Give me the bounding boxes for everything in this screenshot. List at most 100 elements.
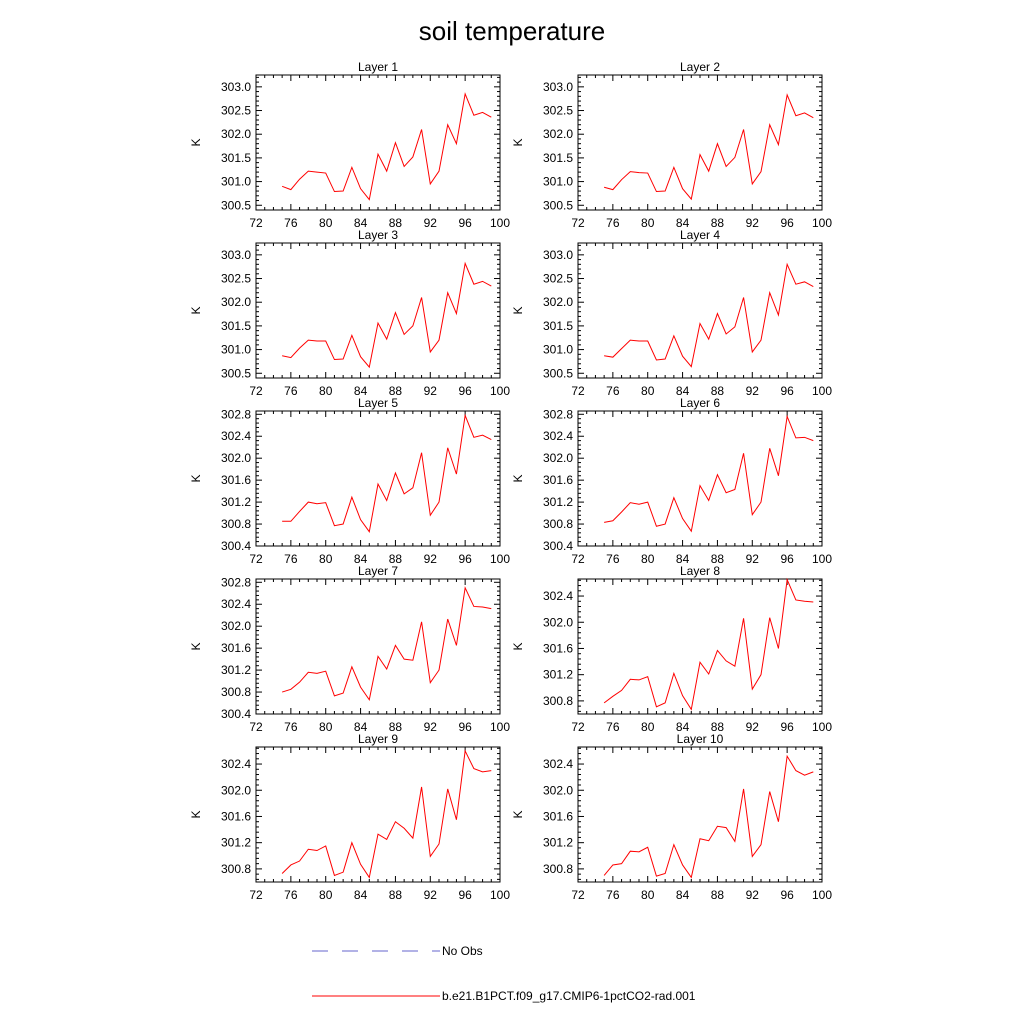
y-tick-label: 300.5	[221, 198, 251, 212]
x-tick-label: 100	[490, 552, 510, 566]
y-tick-label: 300.5	[543, 366, 573, 380]
x-tick-label: 72	[571, 552, 585, 566]
y-tick-label: 302.5	[221, 104, 251, 118]
x-tick-label: 84	[676, 720, 690, 734]
x-tick-label: 92	[746, 384, 760, 398]
x-tick-label: 76	[606, 720, 620, 734]
x-tick-label: 100	[812, 216, 832, 230]
y-tick-label: 302.4	[543, 429, 573, 443]
y-tick-label: 302.4	[543, 589, 573, 603]
x-tick-label: 100	[812, 888, 832, 902]
y-tick-label: 300.8	[543, 862, 573, 876]
panel-title: Layer 5	[358, 396, 398, 410]
y-tick-label: 301.6	[221, 641, 251, 655]
x-tick-label: 80	[641, 720, 655, 734]
panel-title: Layer 3	[358, 228, 398, 242]
y-tick-label: 302.0	[221, 783, 251, 797]
plot-frame	[577, 242, 823, 379]
y-tick-label: 301.5	[221, 319, 251, 333]
y-axis-label: K	[189, 306, 203, 314]
y-tick-label: 302.5	[543, 104, 573, 118]
y-tick-label: 302.4	[221, 757, 251, 771]
y-axis-label: K	[511, 306, 525, 314]
y-tick-label: 302.0	[221, 127, 251, 141]
x-tick-label: 76	[284, 384, 298, 398]
y-tick-label: 302.4	[221, 429, 251, 443]
plot-frame	[577, 74, 823, 211]
y-tick-label: 301.2	[221, 663, 251, 677]
x-tick-label: 80	[319, 720, 333, 734]
x-tick-label: 84	[354, 384, 368, 398]
x-tick-label: 96	[458, 384, 472, 398]
x-tick-label: 76	[606, 888, 620, 902]
plot-frame	[255, 410, 501, 547]
x-tick-label: 80	[319, 552, 333, 566]
x-tick-label: 76	[606, 552, 620, 566]
x-tick-label: 96	[458, 216, 472, 230]
series-line-model	[281, 92, 492, 201]
x-tick-label: 80	[319, 888, 333, 902]
x-tick-label: 76	[606, 384, 620, 398]
series-line-model	[281, 749, 492, 879]
y-tick-label: 302.0	[221, 619, 251, 633]
legend-model-label: b.e21.B1PCT.f09_g17.CMIP6-1pctCO2-rad.00…	[442, 989, 696, 1003]
x-tick-label: 100	[490, 216, 510, 230]
x-tick-label: 76	[284, 216, 298, 230]
x-tick-label: 80	[641, 216, 655, 230]
x-tick-label: 96	[780, 888, 794, 902]
x-tick-label: 92	[424, 720, 438, 734]
x-tick-label: 100	[490, 888, 510, 902]
figure-title: soil temperature	[419, 16, 605, 46]
y-tick-label: 301.0	[221, 343, 251, 357]
panel-title: Layer 8	[680, 564, 720, 578]
x-tick-label: 92	[746, 720, 760, 734]
series-line-model	[603, 577, 814, 711]
x-tick-label: 84	[354, 720, 368, 734]
x-tick-label: 96	[458, 720, 472, 734]
y-tick-label: 300.5	[221, 366, 251, 380]
y-tick-label: 301.2	[221, 495, 251, 509]
panel-layer-1: Layer 1 72 76 80 84 88 92 96 100 300.5 301.0 301.5 3…	[189, 60, 510, 230]
y-tick-label: 300.8	[221, 685, 251, 699]
panel-title: Layer 10	[677, 732, 724, 746]
y-tick-label: 300.8	[543, 694, 573, 708]
panel-title: Layer 6	[680, 396, 720, 410]
panel-layer-4: Layer 4 72 76 80 84 88 92 96 100 300.5 301.0 301.5 3…	[511, 228, 832, 398]
panel-layer-6: Layer 6 72 76 80 84 88 92 96 100 300.4 300.8 301.2 3…	[511, 396, 832, 566]
y-tick-label: 302.8	[221, 575, 251, 589]
y-tick-label: 302.0	[543, 295, 573, 309]
plot-frame	[577, 578, 823, 715]
x-tick-label: 88	[711, 552, 725, 566]
y-tick-label: 301.6	[543, 809, 573, 823]
y-tick-label: 303.0	[221, 248, 251, 262]
y-tick-label: 302.4	[543, 757, 573, 771]
y-tick-label: 300.4	[543, 539, 573, 553]
x-tick-label: 96	[780, 552, 794, 566]
x-tick-label: 100	[812, 552, 832, 566]
y-tick-label: 301.2	[543, 836, 573, 850]
x-tick-label: 72	[571, 384, 585, 398]
x-tick-label: 72	[571, 216, 585, 230]
x-tick-label: 72	[249, 384, 263, 398]
x-tick-label: 88	[389, 552, 403, 566]
y-axis-label: K	[511, 474, 525, 482]
y-tick-label: 301.6	[543, 641, 573, 655]
y-axis-label: K	[189, 138, 203, 146]
y-tick-label: 301.6	[221, 809, 251, 823]
x-tick-label: 72	[249, 552, 263, 566]
x-tick-label: 96	[458, 552, 472, 566]
x-tick-label: 76	[284, 720, 298, 734]
series-line-model	[281, 586, 492, 701]
panel-title: Layer 7	[358, 564, 398, 578]
panel-title: Layer 9	[358, 732, 398, 746]
y-tick-label: 301.5	[543, 319, 573, 333]
x-tick-label: 88	[389, 384, 403, 398]
plot-frame	[255, 74, 501, 211]
x-tick-label: 80	[641, 384, 655, 398]
x-tick-label: 96	[780, 720, 794, 734]
y-tick-label: 302.0	[221, 295, 251, 309]
panel-layer-9: Layer 9 72 76 80 84 88 92 96 100 300.8 301.2 301.6 3…	[189, 732, 510, 902]
x-tick-label: 72	[571, 888, 585, 902]
y-tick-label: 300.8	[221, 862, 251, 876]
x-tick-label: 88	[389, 888, 403, 902]
